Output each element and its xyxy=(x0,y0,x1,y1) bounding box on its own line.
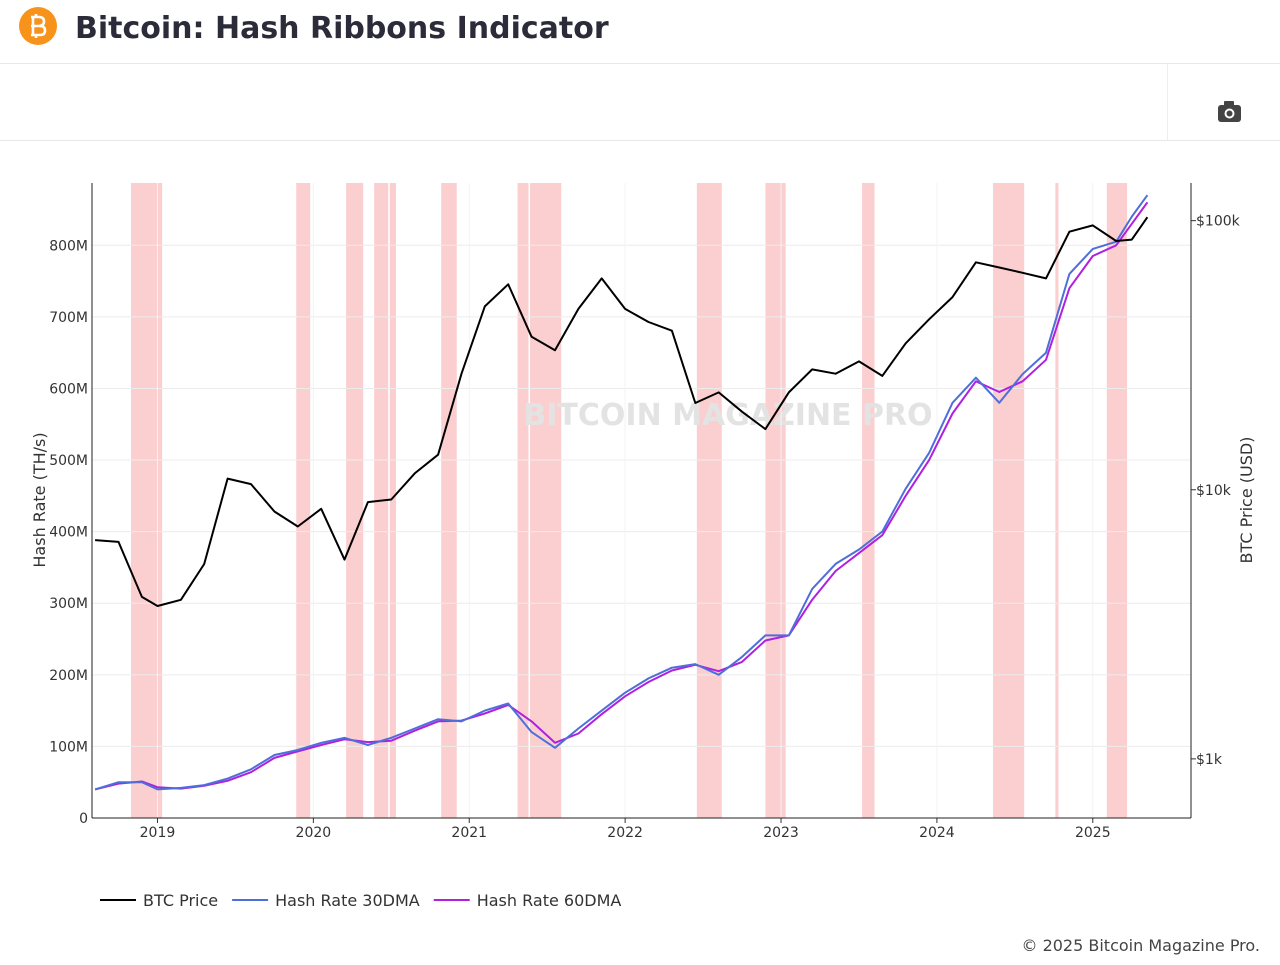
y-tick-label: 100M xyxy=(49,739,88,755)
capitulation-band xyxy=(296,183,311,818)
capitulation-band xyxy=(765,183,786,818)
legend-label: Hash Rate 30DMA xyxy=(275,891,420,910)
series-line xyxy=(94,194,1149,791)
legend-label: Hash Rate 60DMA xyxy=(477,891,622,910)
camera-button[interactable] xyxy=(1218,101,1241,122)
logo-glyph xyxy=(31,14,47,38)
footer: © 2025 Bitcoin Magazine Pro. xyxy=(1021,936,1260,955)
x-tick-label: 2020 xyxy=(296,825,332,841)
capitulation-band xyxy=(530,183,562,818)
capitulation-band xyxy=(441,183,457,818)
watermark: BITCOIN MAGAZINE PRO xyxy=(523,398,932,433)
x-tick-label: 2019 xyxy=(140,825,176,841)
series-line xyxy=(95,216,1149,607)
y-tick-label: 300M xyxy=(49,596,88,612)
capitulation-band xyxy=(1055,183,1059,818)
capitulation-band xyxy=(696,183,722,818)
x-tick-label: 2024 xyxy=(919,825,955,841)
y-tick-label: 0 xyxy=(79,811,88,827)
capitulation-band xyxy=(862,183,875,818)
y2-tick-label: $10k xyxy=(1196,483,1232,499)
y-tick-label: 500M xyxy=(49,453,88,469)
y2-tick-label: $1k xyxy=(1196,752,1223,768)
legend-label: BTC Price xyxy=(143,891,218,910)
y-axis-title: Hash Rate (TH/s) xyxy=(30,432,49,567)
x-tick-label: 2025 xyxy=(1075,825,1111,841)
y2-tick-label: $100k xyxy=(1196,214,1241,230)
y-tick-label: 700M xyxy=(49,310,88,326)
capitulation-band xyxy=(993,183,1025,818)
y2-axis-title: BTC Price (USD) xyxy=(1237,437,1256,564)
capitulation-band xyxy=(389,183,396,818)
capitulation-band xyxy=(346,183,364,818)
capitulation-band xyxy=(517,183,529,818)
series-line xyxy=(94,201,1149,791)
y-tick-label: 600M xyxy=(49,381,88,397)
x-tick-label: 2023 xyxy=(763,825,799,841)
capitulation-band xyxy=(1106,183,1128,818)
x-tick-label: 2021 xyxy=(451,825,487,841)
y-tick-label: 200M xyxy=(49,668,88,684)
y-tick-label: 400M xyxy=(49,525,88,541)
y-tick-label: 800M xyxy=(49,238,88,254)
capitulation-band xyxy=(130,183,163,818)
page-title: Bitcoin: Hash Ribbons Indicator xyxy=(75,11,609,46)
x-tick-label: 2022 xyxy=(607,825,643,841)
